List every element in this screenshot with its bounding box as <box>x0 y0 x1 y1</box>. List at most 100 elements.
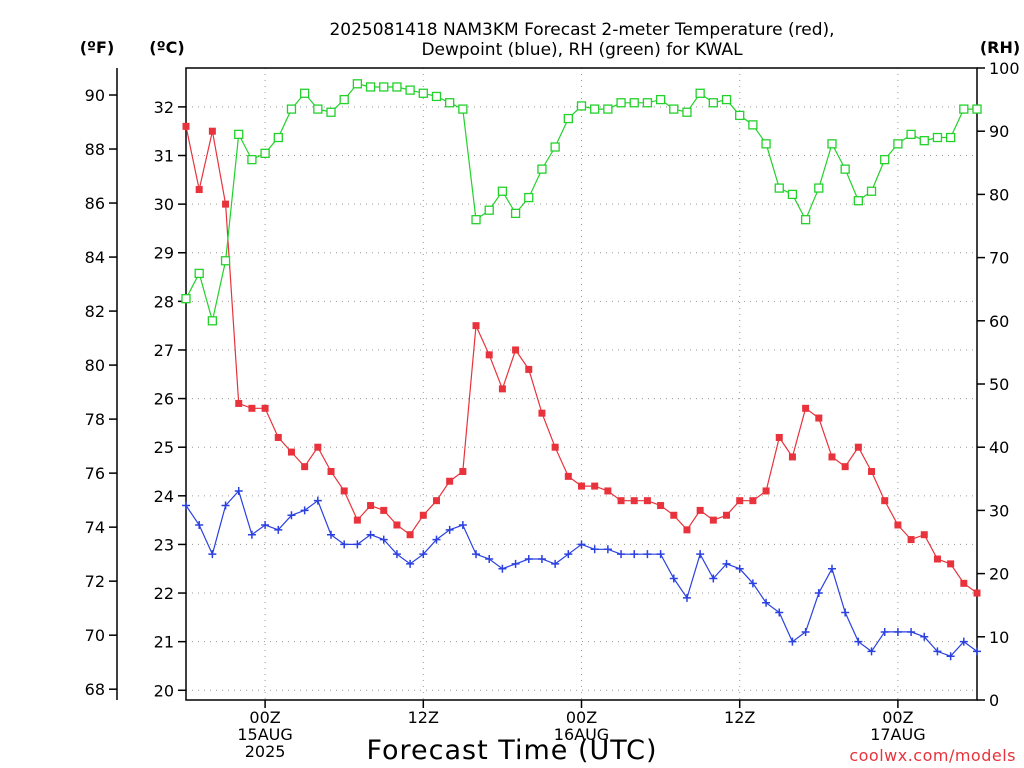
rh-point <box>313 104 323 114</box>
rh-tick-label: 90 <box>989 122 1009 141</box>
temperature-point <box>472 322 480 330</box>
temperature-point <box>235 399 243 407</box>
temperature-point <box>881 497 889 505</box>
dewpoint-point <box>300 506 309 515</box>
temperature-point <box>947 560 955 568</box>
credit-text: coolwx.com/models <box>849 746 1016 765</box>
dewpoint-point <box>696 550 705 559</box>
temperature-point <box>459 468 467 476</box>
rh-point <box>273 132 283 143</box>
rh-point <box>827 139 837 149</box>
rh-point <box>471 215 481 225</box>
temperature-point <box>749 497 757 505</box>
rh-point <box>220 256 231 266</box>
rh-point <box>590 104 600 114</box>
temperature-point <box>248 404 256 412</box>
dewpoint-point <box>867 647 876 656</box>
dewpoint-point <box>340 540 349 549</box>
temperature-point <box>380 506 388 514</box>
fahrenheit-tick-label: 70 <box>85 626 105 645</box>
rh-tick-label: 10 <box>989 628 1009 647</box>
x-tick-label: 00Z <box>249 708 280 727</box>
dewpoint-point <box>195 520 204 529</box>
dewpoint-point <box>564 550 573 559</box>
temperature-point <box>973 589 981 597</box>
celsius-tick-label: 26 <box>154 390 174 409</box>
temperature-point <box>564 472 572 480</box>
rh-point <box>260 148 270 158</box>
rh-point <box>840 164 850 174</box>
rh-point <box>642 98 653 108</box>
rh-unit-label: (RH) <box>980 38 1020 57</box>
temperature-point <box>301 463 309 471</box>
temperature-point <box>551 443 559 451</box>
temperature-point <box>815 414 823 422</box>
dewpoint-point <box>221 501 230 510</box>
rh-tick-label: 60 <box>989 312 1009 331</box>
temperature-point <box>841 463 849 471</box>
dewpoint-point <box>814 589 823 598</box>
dewpoint-point <box>406 559 415 568</box>
dewpoint-point <box>445 525 454 534</box>
dewpoint-point <box>182 501 190 510</box>
celsius-tick-label: 30 <box>154 195 174 214</box>
x-tick-label: 12Z <box>724 708 755 727</box>
rh-tick-label: 20 <box>989 565 1009 584</box>
dewpoint-point <box>472 550 481 559</box>
x-axis-label: Forecast Time (UTC) <box>366 735 657 766</box>
rh-point <box>576 101 587 111</box>
temperature-point <box>432 497 440 505</box>
dewpoint-point <box>722 559 731 568</box>
temperature-point <box>683 526 691 534</box>
dewpoint-line <box>185 489 978 657</box>
temperature-point <box>709 516 717 524</box>
fahrenheit-tick-label: 84 <box>85 248 105 267</box>
dewpoint-point <box>485 555 494 564</box>
fahrenheit-tick-label: 76 <box>85 464 105 483</box>
dewpoint-point <box>392 550 401 559</box>
temperature-point <box>578 482 585 490</box>
dewpoint-point <box>854 637 863 646</box>
dewpoint-point <box>669 574 678 583</box>
rh-point <box>695 88 705 98</box>
rh-point <box>682 107 692 117</box>
dewpoint-point <box>261 520 270 529</box>
dewpoint-point <box>709 574 718 583</box>
rh-point <box>379 82 389 92</box>
temperature-point <box>591 482 599 490</box>
temperature-point <box>630 497 638 505</box>
axes: 20 21 22 23 24 25 26 27 28 29 30 31 32 68 70 72 74 76 78 80… <box>85 59 1020 710</box>
dewpoint-point <box>775 608 784 617</box>
rh-point <box>418 88 428 98</box>
rh-point <box>207 316 218 326</box>
temperature-point <box>314 443 322 451</box>
rh-point <box>629 98 639 108</box>
temperature-point <box>696 506 704 514</box>
rh-point <box>392 82 402 92</box>
fahrenheit-tick-label: 88 <box>85 140 105 159</box>
chart-title-line2: Dewpoint (blue), RH (green) for KWAL <box>421 40 743 60</box>
rh-point <box>959 104 969 114</box>
rh-point <box>405 85 415 95</box>
plot-frame <box>185 67 978 701</box>
dewpoint-point <box>498 564 507 573</box>
rh-point <box>735 110 745 121</box>
temperature-point <box>960 579 968 587</box>
dewpoint-point <box>274 525 283 534</box>
rh-point <box>339 94 349 105</box>
dewpoint-point <box>643 550 652 559</box>
rh-point <box>814 183 824 193</box>
temperature-point <box>182 122 190 130</box>
chart-title-line1: 2025081418 NAM3KM Forecast 2-meter Tempe… <box>329 20 834 40</box>
celsius-tick-label: 32 <box>154 98 174 117</box>
rh-point <box>669 104 679 114</box>
temperature-point <box>367 502 375 510</box>
dewpoint-point <box>537 555 546 564</box>
fahrenheit-unit-label: (ºF) <box>80 38 115 57</box>
celsius-tick-label: 29 <box>154 244 174 263</box>
dewpoint-point <box>327 530 336 539</box>
rh-series <box>181 79 982 326</box>
dewpoint-point <box>656 550 665 559</box>
temperature-point <box>854 443 862 451</box>
